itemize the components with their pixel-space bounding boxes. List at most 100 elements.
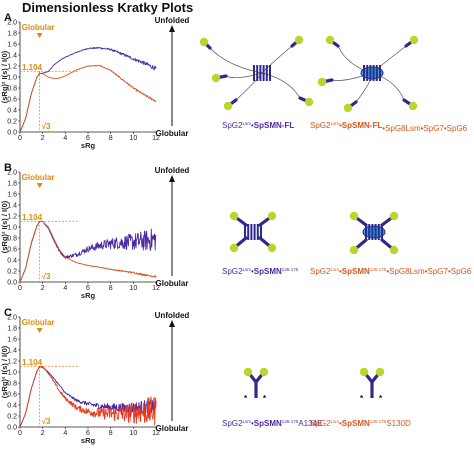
caption-left-a: SpG2Lsm•SpSMN-FL	[222, 121, 294, 130]
unfolded-label: Unfolded	[155, 16, 190, 25]
caption-part: 136-175	[282, 419, 299, 424]
caption-part: 136-175	[370, 419, 387, 424]
x-axis-label: sRg	[81, 291, 96, 300]
mol-c-left-d1-ball	[243, 367, 253, 377]
mol-a-right-domain-ball	[317, 77, 327, 87]
peak-y-label: 1.104	[22, 63, 43, 72]
caption-left-b: SpG2Lsm•SpSMN136-175	[222, 267, 299, 276]
mol-a-right-domain-ball	[325, 35, 335, 45]
y-tick-label: 0.6	[7, 246, 17, 253]
caption-part: Lsm	[242, 121, 251, 126]
x-tick-label: 8	[109, 430, 113, 437]
peak-x-label: √3	[42, 417, 51, 426]
globular-label: Globular	[156, 279, 189, 288]
caption-part: SpG2	[222, 267, 243, 276]
mol-c-right-d2-ball	[375, 367, 385, 377]
globular-marker-arrow	[36, 183, 43, 188]
caption-part: SpG2	[310, 121, 331, 130]
molecule-illustrations: * * * *SpG2Lsm•SpSMN-FL SpG2Lsm•SpSMN-FL•SpG…	[199, 35, 472, 428]
caption-part: •	[339, 419, 342, 428]
x-tick-label: 8	[109, 285, 113, 292]
x-tick-label: 2	[41, 135, 45, 142]
y-tick-label: 1.2	[7, 358, 17, 365]
y-tick-label: 0.8	[7, 380, 17, 387]
y-axis-label: (sRg)² I(s) / I(0)	[0, 50, 9, 103]
peak-x-label: √3	[42, 122, 51, 131]
y-tick-label: 0.8	[7, 235, 17, 242]
mol-c-left-mutation-mark: *	[263, 394, 267, 403]
y-tick-label: 0.4	[7, 107, 17, 114]
x-tick-label: 6	[86, 135, 90, 142]
y-tick-label: 0.8	[7, 85, 17, 92]
molecule-c-right: * *	[359, 367, 385, 403]
y-tick-label: 1.2	[7, 63, 17, 70]
y-tick-label: 1.6	[7, 336, 17, 343]
series-line-1	[19, 366, 157, 428]
globular-marker-label: Globular	[22, 23, 55, 32]
y-tick-label: 1.0	[7, 369, 17, 376]
caption-right-c: SpG2Lsm•SpSMN136-175S130D	[310, 419, 411, 428]
y-tick-label: 1.8	[7, 325, 17, 332]
y-tick-label: 1.0	[7, 74, 17, 81]
y-tick-label: 0.0	[7, 424, 17, 431]
y-tick-label: 0.2	[7, 413, 17, 420]
mol-b-right-d1-ball	[349, 211, 359, 221]
panel-label: A	[4, 12, 12, 24]
mol-b-left-d1-ball	[229, 211, 239, 221]
caption-part: 136-175	[370, 267, 387, 272]
caption-part: SpSMN	[342, 419, 370, 428]
y-tick-label: 1.8	[7, 30, 17, 37]
mol-a-left-domain-ball	[211, 73, 221, 83]
caption-part: •	[251, 419, 254, 428]
x-tick-label: 0	[18, 135, 22, 142]
mol-b-left-d2-ball	[229, 243, 239, 253]
caption-part: •	[251, 267, 254, 276]
caption-part: •	[251, 121, 254, 130]
peak-x-label: √3	[42, 272, 51, 281]
x-tick-label: 12	[152, 135, 160, 142]
mol-a-left-domain-ball	[223, 101, 233, 111]
unfolded-arrow-head	[169, 175, 175, 182]
caption-part: Lsm	[330, 267, 339, 272]
chart-panels: A 0.0 0.2 0.4 0.6 0.8 1.0 1.2 1.4 1.6 1.8 2.0 0 2 4 6 8 1…	[0, 12, 189, 445]
y-tick-label: 2.0	[7, 314, 17, 321]
y-tick-label: 1.4	[7, 52, 17, 59]
x-tick-label: 4	[63, 285, 67, 292]
molecule-a-left	[199, 35, 314, 111]
y-tick-label: 0.2	[7, 118, 17, 125]
panel-label: C	[4, 307, 12, 319]
caption-part: 136-175	[282, 267, 299, 272]
globular-label: Globular	[156, 424, 189, 433]
mol-c-right-d1-ball	[359, 367, 369, 377]
y-tick-label: 0.4	[7, 257, 17, 264]
mol-b-right-d4-ball	[389, 245, 399, 255]
y-tick-label: 0.0	[7, 129, 17, 136]
caption-part: SpG2	[222, 419, 243, 428]
unfolded-label: Unfolded	[155, 166, 190, 175]
caption-part: SpG2	[310, 419, 331, 428]
y-tick-label: 0.6	[7, 96, 17, 103]
peak-y-label: 1.104	[22, 213, 43, 222]
panel-label: B	[4, 162, 12, 174]
y-tick-label: 1.6	[7, 41, 17, 48]
mol-a-left-domain-ball	[294, 35, 304, 45]
caption-part: Lsm	[330, 121, 339, 126]
x-axis-label: sRg	[81, 436, 96, 445]
caption-part: •SpG8Lsm•SpG7•SpG6	[382, 124, 467, 133]
molecule-b-right	[349, 211, 399, 255]
x-tick-label: 0	[18, 430, 22, 437]
globular-label: Globular	[156, 129, 189, 138]
unfolded-label: Unfolded	[155, 311, 190, 320]
figure-title: Dimensionless Kratky Plots	[22, 0, 193, 15]
caption-part: SpSMN-FL	[342, 121, 383, 130]
caption-part: Lsm	[242, 419, 251, 424]
mol-b-left-d4-ball	[267, 243, 277, 253]
caption-part: Lsm	[330, 419, 339, 424]
y-tick-label: 0.6	[7, 391, 17, 398]
x-tick-label: 12	[152, 430, 160, 437]
y-tick-label: 2.0	[7, 19, 17, 26]
mol-a-right-domain-ball	[409, 35, 419, 45]
y-tick-label: 0.4	[7, 402, 17, 409]
x-tick-label: 0	[18, 285, 22, 292]
globular-marker-label: Globular	[22, 318, 55, 327]
